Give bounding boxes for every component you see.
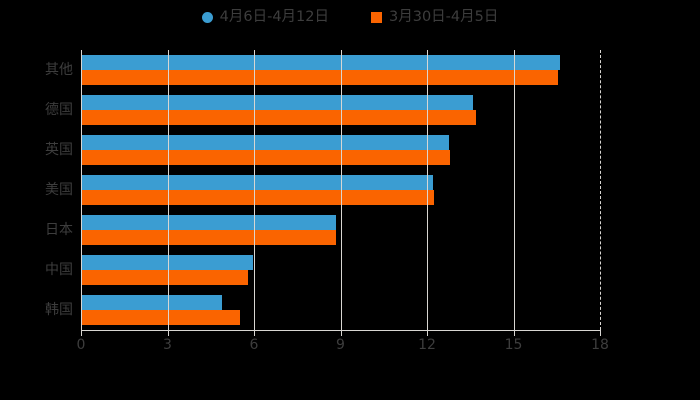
x-axis-tick (81, 330, 82, 336)
bar[interactable] (81, 230, 337, 245)
bar[interactable] (81, 255, 253, 270)
x-axis-tick-label: 15 (504, 337, 523, 353)
bar[interactable] (81, 95, 474, 110)
x-axis-tick (427, 330, 428, 336)
legend-item-series-a[interactable]: 4月6日-4月12日 (201, 9, 329, 25)
y-axis-tick-label: 日本 (45, 222, 73, 238)
x-axis-tick-label: 0 (76, 337, 86, 353)
plot-area (81, 50, 601, 331)
gridline-9 (340, 50, 342, 330)
legend-label-series-a: 4月6日-4月12日 (219, 9, 329, 25)
bar[interactable] (81, 150, 451, 165)
y-axis-tick-label: 德国 (45, 102, 73, 118)
x-axis-tick (340, 330, 342, 336)
legend-label-series-b: 3月30日-4月5日 (389, 9, 499, 25)
y-axis-tick-label: 韩国 (45, 302, 73, 318)
x-axis-tick-label: 6 (249, 337, 259, 353)
x-axis-tick-label: 9 (336, 337, 345, 353)
y-axis-tick-label: 美国 (45, 182, 73, 198)
x-axis-tick (167, 330, 169, 336)
y-axis-tick-label: 中国 (45, 262, 73, 278)
bar-group (81, 295, 600, 325)
x-axis-tick (513, 330, 515, 336)
gridline-15 (513, 50, 515, 330)
bar[interactable] (81, 270, 249, 285)
bar[interactable] (81, 135, 449, 150)
x-axis-tick-label: 12 (418, 337, 436, 353)
bar[interactable] (81, 110, 477, 125)
y-axis-line (81, 50, 82, 330)
bar-group (81, 135, 600, 165)
bar[interactable] (81, 215, 337, 230)
bar[interactable] (81, 310, 240, 325)
bar[interactable] (81, 175, 433, 190)
bar[interactable] (81, 295, 223, 310)
x-axis-tick (254, 330, 255, 336)
x-axis-tick-label: 18 (591, 337, 609, 353)
bar-group (81, 215, 600, 245)
legend-item-series-b[interactable]: 3月30日-4月5日 (371, 10, 498, 25)
bar-group (81, 175, 600, 205)
legend-swatch-square-icon (371, 11, 382, 23)
y-axis-tick-label: 其他 (45, 62, 73, 78)
chart-legend: 4月6日-4月12日 3月30日-4月5日 (0, 10, 700, 25)
x-axis-labels: 0 3 6 9 12 15 18 (0, 330, 700, 370)
y-axis-labels: 其他德国英国美国日本中国韩国 (0, 50, 73, 330)
bar[interactable] (81, 70, 559, 85)
bar-group (81, 95, 600, 125)
y-axis-tick-label: 英国 (45, 142, 73, 158)
x-axis-tick-label: 3 (163, 337, 172, 353)
bar[interactable] (81, 55, 560, 70)
bar-group (81, 55, 600, 85)
gridline-12 (427, 50, 428, 330)
legend-swatch-circle-icon (201, 11, 213, 23)
bar[interactable] (81, 190, 435, 205)
x-axis-tick (600, 330, 601, 336)
bar-group (81, 255, 600, 285)
gridline-18 (600, 50, 601, 330)
gridline-3 (167, 50, 169, 330)
gridline-6 (254, 50, 255, 330)
